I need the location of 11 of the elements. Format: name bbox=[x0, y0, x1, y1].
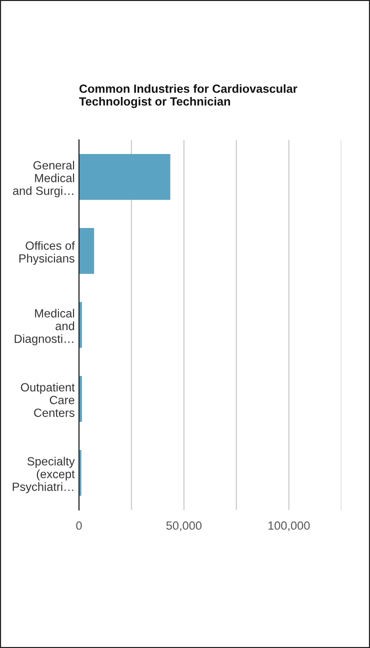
y-tick-label: Medical and Diagnosti… bbox=[14, 308, 74, 346]
bar bbox=[78, 154, 170, 200]
x-tick-label: 100,000 bbox=[268, 521, 310, 532]
text: 50,000 bbox=[166, 521, 202, 532]
y-tick-label: Specialty (except Psychiatri… bbox=[12, 456, 75, 494]
y-tick-label: General Medical and Surgi… bbox=[12, 160, 74, 198]
y-tick-label: Outpatient Care Centers bbox=[20, 382, 75, 417]
x-tick-label: 0 bbox=[76, 521, 82, 530]
chart-title: Common Industries for Cardiovascular Technologist or Technician bbox=[79, 84, 298, 108]
bar bbox=[78, 228, 94, 274]
y-tick-label: Offices of Physicians bbox=[19, 241, 75, 265]
